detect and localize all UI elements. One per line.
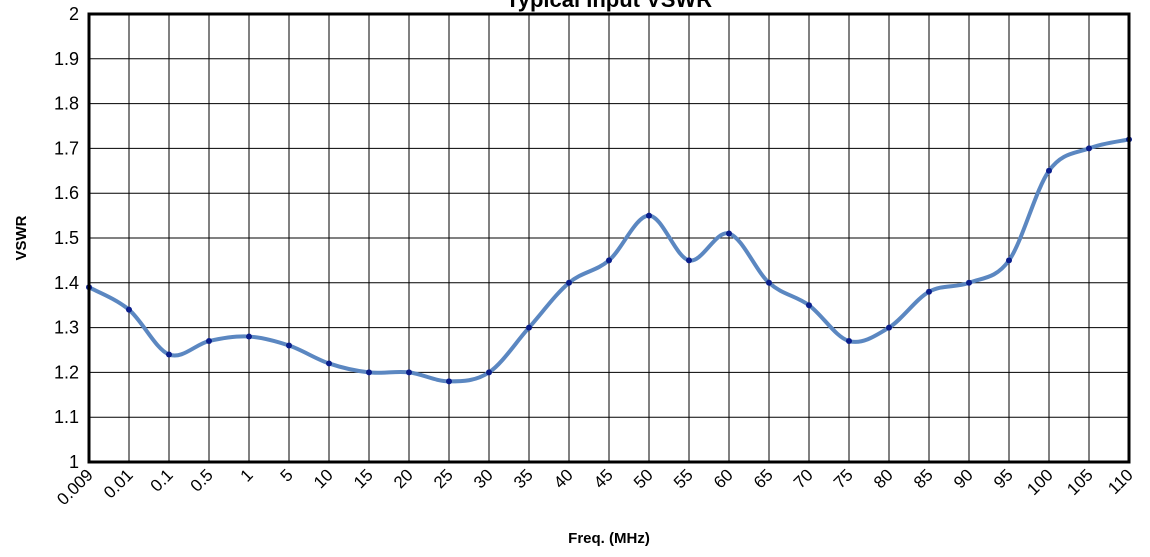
x-axis-label: Freq. (MHz): [568, 530, 650, 547]
y-tick-label: 1.9: [54, 49, 79, 69]
data-point-60: [726, 230, 732, 237]
data-point-15: [366, 369, 372, 376]
data-point-35: [526, 324, 532, 331]
y-axis-label: VSWR: [13, 215, 30, 260]
data-point-70: [806, 302, 812, 309]
y-tick-label: 2: [69, 4, 79, 24]
x-tick-label: 1: [237, 465, 257, 485]
data-point-10: [326, 360, 332, 367]
data-point-0.5: [206, 338, 212, 345]
data-point-25: [446, 378, 452, 385]
x-tick-label: 60: [710, 465, 737, 492]
data-point-55: [686, 257, 692, 264]
plot-frame: [87, 12, 1131, 464]
x-tick-label: 35: [510, 465, 537, 492]
data-point-95: [1006, 257, 1012, 264]
x-tick-label: 55: [670, 465, 697, 492]
chart-title: Typical Input VSWR: [506, 0, 712, 12]
data-point-30: [486, 369, 492, 376]
x-tick-label: 0.5: [187, 465, 217, 495]
y-tick-label: 1.3: [54, 318, 79, 338]
data-point-80: [886, 324, 892, 331]
data-point-20: [406, 369, 412, 376]
data-point-85: [926, 288, 932, 295]
x-tick-label: 15: [350, 465, 377, 492]
x-tick-label: 70: [790, 465, 817, 492]
y-tick-label: 1.2: [54, 362, 79, 382]
x-tick-label: 0.01: [100, 465, 137, 502]
x-tick-label: 105: [1063, 465, 1096, 498]
x-axis-ticks: 0.009 0.01 0.1 0.5 1 5 10 15 20 25 30 35 40 45 50 55 60 6…: [53, 465, 1137, 509]
data-point-0.01: [126, 306, 132, 313]
data-point-50: [646, 212, 652, 219]
x-tick-label: 0.1: [147, 465, 177, 495]
x-tick-label: 30: [470, 465, 497, 492]
x-tick-label: 110: [1104, 465, 1137, 498]
series-markers: [86, 136, 1132, 385]
data-point-40: [566, 279, 572, 286]
data-point-75: [846, 338, 852, 345]
data-point-90: [966, 279, 972, 286]
x-tick-label: 75: [830, 465, 857, 492]
data-point-5: [286, 342, 292, 349]
x-tick-label: 10: [310, 465, 337, 492]
grid: [88, 13, 1130, 463]
data-point-0.1: [166, 351, 172, 358]
x-tick-label: 65: [750, 465, 777, 492]
x-tick-label: 25: [430, 465, 457, 492]
y-tick-label: 1.5: [54, 228, 79, 248]
y-tick-label: 1.1: [54, 407, 79, 427]
x-tick-label: 50: [630, 465, 657, 492]
data-point-105: [1086, 145, 1092, 152]
y-tick-label: 1.8: [54, 94, 79, 114]
x-tick-label: 85: [910, 465, 937, 492]
data-point-100: [1046, 167, 1052, 174]
x-tick-label: 90: [950, 465, 977, 492]
y-axis-ticks: 1 1.1 1.2 1.3 1.4 1.5 1.6 1.7 1.8 1.9 2: [54, 4, 79, 472]
x-tick-label: 45: [590, 465, 617, 492]
y-tick-label: 1.4: [54, 273, 79, 293]
data-point-45: [606, 257, 612, 264]
x-tick-label: 40: [550, 465, 577, 492]
x-tick-label: 100: [1023, 465, 1056, 498]
y-tick-label: 1: [69, 452, 79, 472]
x-tick-label: 20: [390, 465, 417, 492]
y-tick-label: 1.7: [54, 138, 79, 158]
vswr-series-line: [87, 137, 1131, 384]
x-tick-label: 5: [277, 465, 297, 485]
x-tick-label: 80: [870, 465, 897, 492]
x-tick-label: 95: [990, 465, 1017, 492]
data-point-1: [246, 333, 252, 340]
y-tick-label: 1.6: [54, 183, 79, 203]
data-point-65: [766, 279, 772, 286]
